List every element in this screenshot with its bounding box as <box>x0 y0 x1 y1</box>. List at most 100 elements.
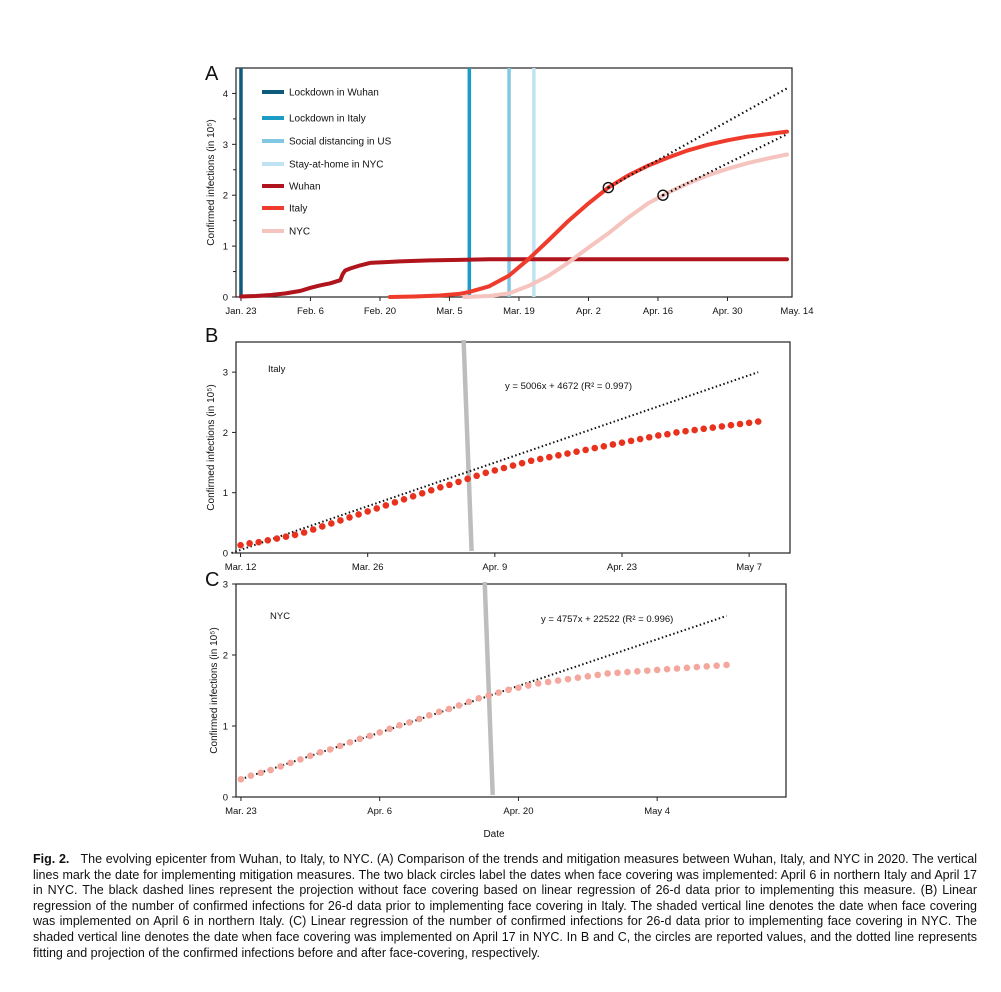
series-line-wuhan <box>239 257 789 299</box>
data-point <box>386 725 393 733</box>
data-point <box>673 665 681 672</box>
legend-entry: Italy <box>289 204 307 215</box>
regression-equation: y = 4757x + 22522 (R² = 0.996) <box>541 614 673 625</box>
data-point <box>594 671 602 679</box>
data-point <box>754 418 762 425</box>
data-point <box>573 448 580 456</box>
legend-entry: Wuhan <box>289 182 321 193</box>
y-tick-label: 2 <box>223 651 228 662</box>
data-point <box>555 452 562 459</box>
data-point <box>297 756 304 763</box>
data-point <box>287 759 294 767</box>
data-point <box>328 520 335 527</box>
face-covering-marker <box>602 181 615 194</box>
data-point <box>673 429 680 436</box>
data-point <box>554 677 562 684</box>
data-point <box>382 502 390 509</box>
face-covering-line <box>461 339 474 552</box>
data-point <box>546 453 553 461</box>
data-point <box>373 505 381 512</box>
plot-frame <box>235 67 793 298</box>
x-tick-label: Mar. 5 <box>436 306 462 317</box>
data-point <box>718 423 726 430</box>
panel-c: C 0 1 2 3 Mar. 23 Apr. 6 Apr. 20 May 4 Confirmed … <box>205 569 787 840</box>
x-tick-label: Feb. 20 <box>364 306 396 317</box>
figure: A 0 1 2 3 4 Jan. 23 Feb. 6 Feb. 20 Mar. 5 Mar. 19 A… <box>205 63 814 840</box>
data-point <box>346 739 354 746</box>
data-point <box>691 426 698 434</box>
data-point <box>495 689 502 696</box>
data-point <box>455 702 463 709</box>
data-point <box>609 441 617 448</box>
x-tick-label: Feb. 6 <box>297 306 324 317</box>
data-point <box>515 684 522 691</box>
series-line-nyc <box>462 152 789 299</box>
data-point <box>600 442 608 450</box>
data-point <box>366 732 374 740</box>
data-point <box>505 686 512 694</box>
x-tick-label: Apr. 23 <box>607 562 637 573</box>
data-point <box>437 483 444 491</box>
data-point <box>355 511 362 518</box>
data-point <box>525 682 532 689</box>
data-point <box>318 523 326 530</box>
data-point <box>491 467 499 474</box>
regression-equation: y = 5006x + 4672 (R² = 0.997) <box>505 381 632 392</box>
data-point <box>425 712 433 719</box>
data-point <box>475 695 483 702</box>
y-tick-label: 0 <box>223 549 228 560</box>
y-tick-label: 2 <box>223 191 228 202</box>
panel-label: C <box>205 569 219 591</box>
data-point <box>700 425 708 433</box>
data-point <box>391 499 399 506</box>
data-point <box>427 487 435 494</box>
figure-caption: Fig. 2. The evolving epicenter from Wuha… <box>33 852 977 961</box>
x-tick-label: Mar. 12 <box>225 562 257 573</box>
face-covering-marker-dot <box>607 186 610 189</box>
data-point <box>643 667 651 674</box>
data-point <box>544 678 552 686</box>
legend-entry: Social distancing in US <box>289 137 392 148</box>
data-point <box>655 432 662 439</box>
panel-label: B <box>205 325 218 347</box>
face-covering-marker-dot <box>661 194 665 197</box>
data-point <box>574 674 582 682</box>
x-tick-label: Jan. 23 <box>225 306 256 317</box>
data-point <box>713 662 720 669</box>
x-tick-label: Mar. 26 <box>352 562 384 573</box>
panel-title: NYC <box>270 611 290 622</box>
data-point <box>664 430 671 438</box>
x-tick-label: Apr. 6 <box>367 806 392 817</box>
data-point <box>400 496 408 503</box>
data-point <box>464 475 471 483</box>
data-point <box>682 427 689 435</box>
data-point <box>745 419 753 427</box>
data-point <box>396 721 403 729</box>
panel-label: A <box>205 63 219 85</box>
data-point <box>346 514 353 521</box>
face-covering-line <box>482 581 495 796</box>
data-point <box>509 462 517 469</box>
data-point <box>356 735 364 743</box>
data-point <box>406 719 413 726</box>
x-tick-label: May 4 <box>644 806 670 817</box>
data-point <box>736 420 744 428</box>
data-point <box>307 752 314 760</box>
data-point <box>376 729 383 736</box>
fit-line <box>240 615 727 781</box>
legend-entry: Lockdown in Wuhan <box>289 88 379 99</box>
data-point <box>534 680 542 687</box>
x-tick-label: Apr. 20 <box>503 806 533 817</box>
fit-line <box>231 371 759 554</box>
data-point <box>634 668 641 675</box>
data-point <box>257 769 265 777</box>
legend: Lockdown in Wuhan Lockdown in Italy Social… <box>262 88 392 238</box>
y-tick-label: 1 <box>223 722 228 733</box>
data-point <box>473 472 480 480</box>
data-point <box>604 670 611 677</box>
plot-frame <box>235 583 787 798</box>
y-tick-label: 4 <box>223 89 228 100</box>
data-point <box>527 457 535 465</box>
y-tick-label: 1 <box>223 488 228 499</box>
data-point <box>337 517 344 524</box>
